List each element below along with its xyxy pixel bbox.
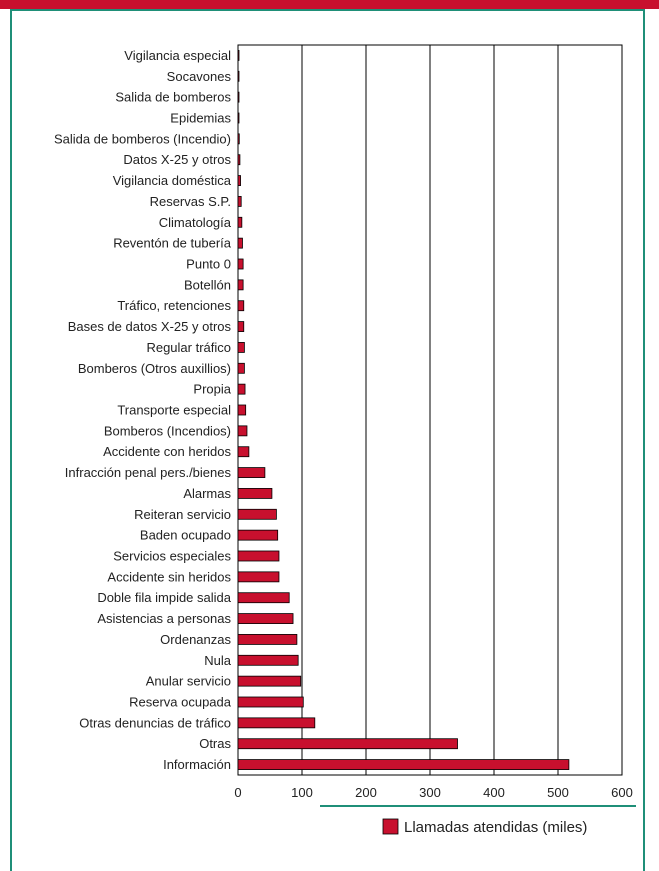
bar xyxy=(237,696,304,708)
category-label: Socavones xyxy=(167,69,232,84)
legend: Llamadas atendidas (miles) xyxy=(382,818,587,836)
bar xyxy=(237,550,280,562)
x-axis-tick-labels: 0 100 200 300 400 500 600 xyxy=(234,785,632,800)
category-label: Anular servicio xyxy=(146,674,231,689)
category-label: Reiteran servicio xyxy=(134,507,231,522)
category-label: Punto 0 xyxy=(186,257,231,272)
category-label: Doble fila impide salida xyxy=(97,590,231,605)
category-label: Climatología xyxy=(159,215,232,230)
bar xyxy=(237,425,248,437)
bar xyxy=(237,321,245,332)
bar xyxy=(237,362,245,374)
x-tick-label: 200 xyxy=(355,785,377,800)
category-label: Reventón de tubería xyxy=(113,236,232,251)
bar xyxy=(237,759,570,770)
category-label: Reservas S.P. xyxy=(150,194,231,209)
category-label: Vigilancia doméstica xyxy=(113,173,232,188)
category-label: Datos X-25 y otros xyxy=(123,152,231,167)
category-label: Salida de bomberos xyxy=(115,90,231,105)
bar xyxy=(237,717,316,729)
bar xyxy=(237,738,458,750)
category-label: Tráfico, retenciones xyxy=(117,298,231,313)
bar xyxy=(237,488,273,499)
category-label: Servicios especiales xyxy=(113,549,231,564)
bar xyxy=(237,675,302,687)
bar xyxy=(237,237,243,249)
bar xyxy=(237,613,294,624)
category-label: Bomberos (Otros auxillios) xyxy=(78,361,231,376)
category-label: Propia xyxy=(193,382,231,397)
chart-frame xyxy=(10,9,645,871)
category-label: Bases de datos X-25 y otros xyxy=(68,319,232,334)
legend-swatch xyxy=(382,818,399,835)
category-label: Información xyxy=(163,757,231,772)
bar xyxy=(237,383,246,395)
bar xyxy=(237,70,240,82)
category-label: Epidemias xyxy=(170,111,231,126)
category-label: Baden ocupado xyxy=(140,528,231,543)
category-label: Botellón xyxy=(184,277,231,292)
bar xyxy=(237,300,245,312)
bar xyxy=(237,404,247,416)
bar xyxy=(237,279,244,291)
x-tick-label: 600 xyxy=(611,785,633,800)
x-tick-label: 500 xyxy=(547,785,569,800)
legend-label: Llamadas atendidas (miles) xyxy=(404,819,587,836)
bar xyxy=(237,446,250,458)
category-label: Vigilancia especial xyxy=(124,48,231,63)
bar xyxy=(237,529,279,541)
bar xyxy=(237,50,240,61)
bar xyxy=(237,342,245,353)
header-band xyxy=(0,0,659,9)
bar xyxy=(237,258,244,270)
bar xyxy=(237,592,290,604)
x-tick-label: 300 xyxy=(419,785,441,800)
category-label: Regular tráfico xyxy=(146,340,231,355)
bar xyxy=(237,196,242,207)
category-label: Ordenanzas xyxy=(160,632,231,647)
category-labels: Vigilancia especial Socavones Salida de bo… xyxy=(54,48,232,772)
bars xyxy=(237,50,570,770)
bar xyxy=(237,112,240,124)
x-tick-label: 100 xyxy=(291,785,313,800)
category-label: Otras denuncias de tráfico xyxy=(79,715,231,730)
category-label: Salida de bomberos (Incendio) xyxy=(54,131,231,146)
category-label: Nula xyxy=(204,653,232,668)
category-label: Otras xyxy=(199,736,231,751)
bar xyxy=(237,571,280,583)
category-label: Infracción penal pers./bienes xyxy=(65,465,232,480)
category-label: Alarmas xyxy=(183,486,231,501)
category-label: Bomberos (Incendios) xyxy=(104,423,231,438)
category-label: Asistencias a personas xyxy=(97,611,231,626)
x-tick-label: 0 xyxy=(234,785,241,800)
bar xyxy=(237,654,299,666)
category-label: Accidente con heridos xyxy=(103,444,231,459)
bar xyxy=(237,634,298,645)
bar xyxy=(237,175,241,186)
bar xyxy=(237,216,243,228)
category-label: Reserva ocupada xyxy=(129,695,232,710)
bar xyxy=(237,91,240,103)
category-label: Accidente sin heridos xyxy=(107,569,231,584)
bar xyxy=(237,508,277,520)
x-tick-label: 400 xyxy=(483,785,505,800)
bar xyxy=(237,133,240,145)
bar xyxy=(237,467,266,478)
category-label: Transporte especial xyxy=(117,403,231,418)
bar xyxy=(237,154,241,166)
